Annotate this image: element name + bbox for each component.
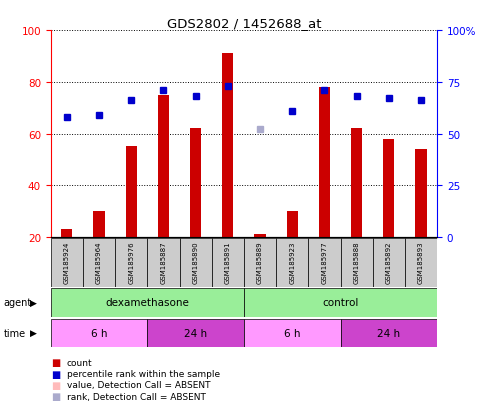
Text: percentile rank within the sample: percentile rank within the sample [67, 369, 220, 378]
Title: GDS2802 / 1452688_at: GDS2802 / 1452688_at [167, 17, 321, 30]
Bar [383, 140, 395, 237]
Bar [51, 289, 244, 317]
Text: GSM185889: GSM185889 [257, 241, 263, 284]
Text: ■: ■ [51, 391, 60, 401]
Text: dexamethasone: dexamethasone [105, 298, 189, 308]
Bar [351, 129, 362, 237]
Bar [158, 95, 169, 237]
Bar [190, 129, 201, 237]
Bar [51, 238, 83, 287]
Text: ▶: ▶ [30, 298, 37, 307]
Bar [319, 88, 330, 237]
Text: GSM185976: GSM185976 [128, 241, 134, 284]
Bar [415, 150, 426, 237]
Text: 24 h: 24 h [184, 328, 207, 338]
Text: GSM185892: GSM185892 [386, 241, 392, 284]
Text: 24 h: 24 h [377, 328, 400, 338]
Bar [147, 319, 244, 347]
Bar [308, 238, 341, 287]
Text: GSM185977: GSM185977 [321, 241, 327, 284]
Text: GSM185891: GSM185891 [225, 241, 231, 284]
Bar [222, 54, 233, 237]
Bar [51, 319, 147, 347]
Text: ■: ■ [51, 369, 60, 379]
Text: agent: agent [4, 298, 32, 308]
Bar [147, 238, 180, 287]
Text: rank, Detection Call = ABSENT: rank, Detection Call = ABSENT [67, 392, 206, 401]
Text: 6 h: 6 h [91, 328, 107, 338]
Bar [341, 319, 437, 347]
Bar [115, 238, 147, 287]
Bar [180, 238, 212, 287]
Text: count: count [67, 358, 92, 367]
Text: GSM185924: GSM185924 [64, 241, 70, 283]
Bar [83, 238, 115, 287]
Bar [244, 238, 276, 287]
Bar [61, 230, 72, 237]
Bar [93, 211, 105, 237]
Text: ■: ■ [51, 358, 60, 368]
Text: GSM185888: GSM185888 [354, 241, 360, 284]
Text: GSM185964: GSM185964 [96, 241, 102, 284]
Bar [286, 211, 298, 237]
Bar [126, 147, 137, 237]
Text: control: control [322, 298, 359, 308]
Text: GSM185890: GSM185890 [193, 241, 199, 284]
Bar [212, 238, 244, 287]
Bar [373, 238, 405, 287]
Text: GSM185887: GSM185887 [160, 241, 167, 284]
Bar [244, 289, 437, 317]
Bar [276, 238, 308, 287]
Text: value, Detection Call = ABSENT: value, Detection Call = ABSENT [67, 380, 210, 389]
Bar [244, 319, 341, 347]
Bar [341, 238, 373, 287]
Bar [405, 238, 437, 287]
Text: time: time [4, 328, 26, 338]
Text: 6 h: 6 h [284, 328, 300, 338]
Bar [255, 235, 266, 237]
Text: ▶: ▶ [30, 328, 37, 337]
Text: GSM185893: GSM185893 [418, 241, 424, 284]
Text: ■: ■ [51, 380, 60, 390]
Text: GSM185923: GSM185923 [289, 241, 295, 284]
